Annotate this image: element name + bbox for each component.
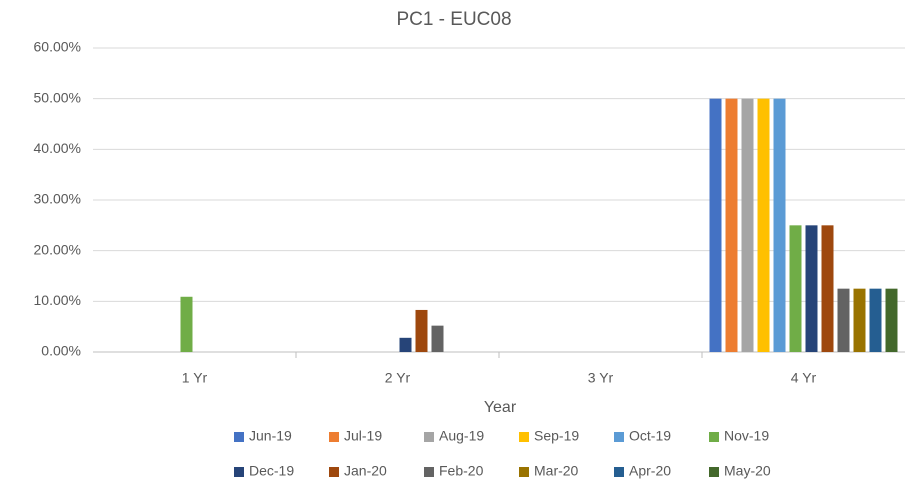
bar <box>725 98 738 353</box>
bar <box>757 98 770 353</box>
bar <box>837 288 850 352</box>
bar <box>853 288 866 352</box>
legend-swatch <box>614 467 624 477</box>
y-tick-label: 30.00% <box>34 191 81 207</box>
legend-swatch <box>234 467 244 477</box>
y-tick-label: 40.00% <box>34 140 81 156</box>
y-tick-label: 20.00% <box>34 241 81 257</box>
bar <box>869 288 882 352</box>
bar <box>805 225 818 352</box>
legend-swatch <box>424 467 434 477</box>
legend-swatch <box>424 432 434 442</box>
legend-swatch <box>329 432 339 442</box>
legend-label: Dec-19 <box>249 463 294 479</box>
bar <box>431 325 444 352</box>
y-tick-label: 0.00% <box>41 343 81 359</box>
x-tick-label: 2 Yr <box>385 370 411 386</box>
x-tick-label: 4 Yr <box>791 370 817 386</box>
legend-label: Apr-20 <box>629 463 671 479</box>
legend-swatch <box>234 432 244 442</box>
legend-swatch <box>614 432 624 442</box>
y-tick-label: 50.00% <box>34 89 81 105</box>
legend-swatch <box>329 467 339 477</box>
bar <box>773 98 786 353</box>
legend-label: May-20 <box>724 463 771 479</box>
chart-title: PC1 - EUC08 <box>396 9 511 30</box>
bar <box>885 288 898 352</box>
legend-swatch <box>519 432 529 442</box>
legend-label: Oct-19 <box>629 428 671 444</box>
y-tick-label: 60.00% <box>34 39 81 55</box>
legend-label: Feb-20 <box>439 463 484 479</box>
x-tick-label: 3 Yr <box>588 370 614 386</box>
legend-label: Mar-20 <box>534 463 579 479</box>
legend-label: Sep-19 <box>534 428 579 444</box>
legend-label: Jun-19 <box>249 428 292 444</box>
x-axis-title: Year <box>484 399 517 416</box>
bar <box>399 337 412 352</box>
legend-label: Aug-19 <box>439 428 484 444</box>
bar <box>821 225 834 352</box>
bar <box>741 98 754 353</box>
legend-label: Nov-19 <box>724 428 769 444</box>
legend-swatch <box>519 467 529 477</box>
bar <box>709 98 722 353</box>
bar <box>789 225 802 352</box>
legend-swatch <box>709 467 719 477</box>
bar <box>415 309 428 352</box>
legend-label: Jan-20 <box>344 463 387 479</box>
x-tick-label: 1 Yr <box>182 370 208 386</box>
legend-swatch <box>709 432 719 442</box>
y-tick-label: 10.00% <box>34 292 81 308</box>
legend-label: Jul-19 <box>344 428 382 444</box>
bar <box>180 296 193 352</box>
